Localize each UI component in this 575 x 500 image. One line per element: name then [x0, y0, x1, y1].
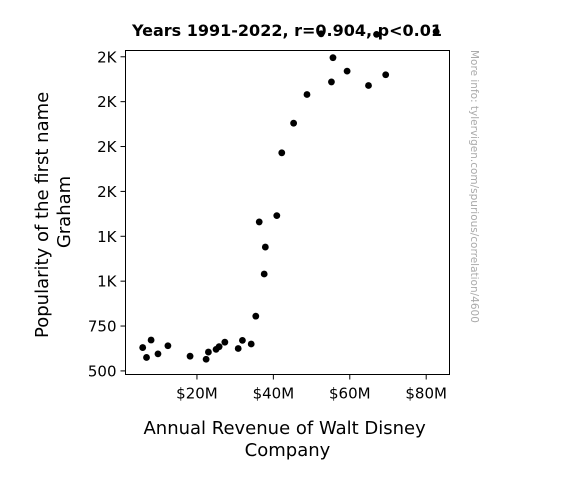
data-point: [143, 354, 150, 361]
data-point: [317, 30, 325, 38]
y-axis-label: Popularity of the first name Graham: [32, 86, 75, 338]
y-axis-label-line-2: Graham: [54, 176, 75, 248]
x-axis-label: Annual Revenue of Walt Disney Company: [143, 418, 431, 461]
x-axis: $20M $40M $60M $80M: [176, 374, 447, 403]
data-point: [234, 345, 242, 352]
y-tick-label: 750: [88, 318, 117, 336]
data-point: [239, 336, 246, 344]
y-tick-label: 2K: [97, 93, 118, 111]
data-point: [328, 78, 335, 86]
y-axis-label-line-1: Popularity of the first name: [32, 92, 53, 338]
x-tick-label: $60M: [329, 385, 371, 403]
data-point: [432, 28, 440, 36]
data-point: [382, 71, 390, 79]
y-axis: 500 750 1K 1K 2K 2K 2K 2K: [88, 48, 126, 380]
data-point: [147, 336, 155, 344]
data-point: [343, 67, 351, 75]
data-point: [247, 340, 255, 348]
data-point: [260, 270, 268, 278]
data-point: [205, 348, 212, 356]
x-axis-label-line-1: Annual Revenue of Walt Disney: [143, 418, 426, 439]
data-point: [303, 91, 311, 98]
data-point: [252, 312, 260, 320]
y-tick-label: 2K: [97, 48, 118, 66]
watermark: More info: tylervigen.com/spurious/corre…: [468, 50, 480, 323]
x-axis-label-line-2: Company: [245, 440, 331, 461]
data-point: [221, 338, 229, 346]
x-tick-label: $40M: [253, 385, 295, 403]
y-tick-label: 1K: [97, 273, 118, 291]
plot-area: [125, 50, 450, 375]
y-tick-label: 2K: [97, 138, 118, 156]
data-point: [154, 350, 162, 358]
y-tick-label: 2K: [97, 183, 118, 201]
data-point: [273, 212, 281, 220]
data-point: [255, 218, 263, 226]
data-point: [290, 119, 298, 127]
data-points: [139, 28, 440, 363]
data-point: [373, 30, 380, 38]
data-point: [365, 82, 372, 89]
data-point: [278, 149, 286, 157]
data-point: [202, 355, 210, 363]
y-tick-label: 500: [88, 362, 117, 380]
x-tick-label: $20M: [176, 385, 218, 403]
data-point: [261, 243, 269, 251]
chart-title: Years 1991-2022, r=0.904, p<0.01: [131, 21, 442, 40]
data-point: [215, 343, 223, 351]
y-tick-label: 1K: [97, 228, 118, 246]
data-point: [139, 344, 147, 351]
data-point: [164, 342, 172, 350]
data-point: [329, 54, 337, 62]
data-point: [186, 352, 194, 360]
x-tick-label: $80M: [405, 385, 447, 403]
